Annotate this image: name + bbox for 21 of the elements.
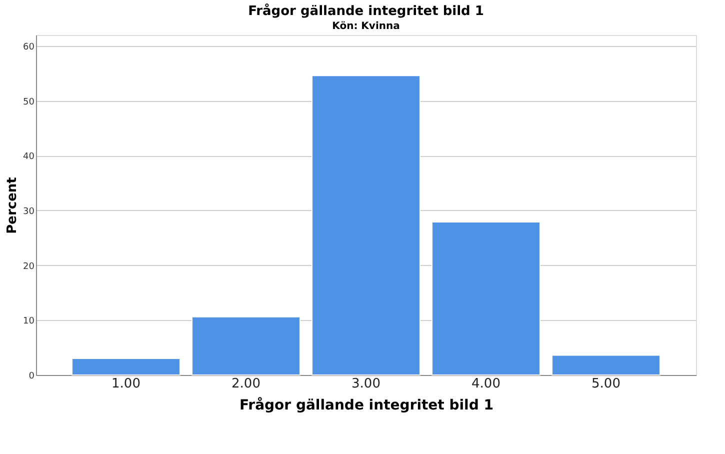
y-tick-label: 30: [23, 206, 35, 217]
y-tick-label: 40: [23, 152, 35, 162]
y-axis-title: Percent: [5, 177, 20, 234]
y-tick-label: 20: [23, 262, 35, 272]
bar: [192, 316, 300, 376]
x-tick-label: 3.00: [352, 376, 380, 392]
y-tick-label: 0: [28, 372, 35, 382]
y-tick-label: 50: [23, 97, 35, 108]
bar: [72, 358, 180, 376]
chart-title: Frågor gällande integritet bild 1: [248, 3, 484, 19]
y-tick-label: 60: [23, 42, 35, 52]
bar: [552, 354, 660, 376]
x-tick-label: 2.00: [232, 376, 260, 392]
y-tick-label: 10: [23, 316, 35, 327]
bar: [432, 222, 540, 376]
chart-subtitle: Kön: Kvinna: [332, 21, 400, 32]
x-tick-label: 4.00: [472, 376, 500, 392]
x-tick-label: 1.00: [112, 376, 140, 392]
x-axis-title: Frågor gällande integritet bild 1: [240, 396, 494, 414]
bar: [312, 75, 420, 376]
x-tick-label: 5.00: [592, 376, 620, 392]
